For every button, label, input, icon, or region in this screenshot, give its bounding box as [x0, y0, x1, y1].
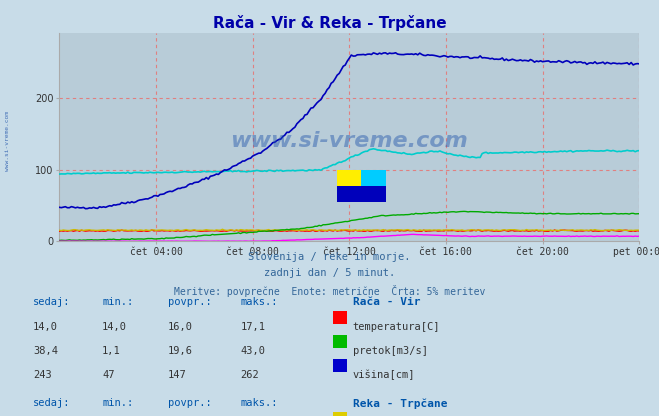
Text: temperatura[C]: temperatura[C] [353, 322, 440, 332]
Bar [337, 186, 386, 202]
Text: 16,0: 16,0 [168, 322, 193, 332]
Text: 14,0: 14,0 [102, 322, 127, 332]
Text: 262: 262 [241, 370, 259, 380]
Text: Slovenija / reke in morje.: Slovenija / reke in morje. [248, 252, 411, 262]
Text: www.si-vreme.com: www.si-vreme.com [5, 111, 11, 171]
Text: povpr.:: povpr.: [168, 398, 212, 408]
Text: 38,4: 38,4 [33, 346, 58, 356]
Text: 14,0: 14,0 [33, 322, 58, 332]
Text: min.:: min.: [102, 398, 133, 408]
Text: zadnji dan / 5 minut.: zadnji dan / 5 minut. [264, 268, 395, 278]
Text: Meritve: povprečne  Enote: metrične  Črta: 5% meritev: Meritve: povprečne Enote: metrične Črta:… [174, 285, 485, 297]
Text: 17,1: 17,1 [241, 322, 266, 332]
Bar [337, 170, 386, 202]
Text: višina[cm]: višina[cm] [353, 370, 415, 380]
Text: Reka - Trpčane: Reka - Trpčane [353, 398, 447, 409]
Text: maks.:: maks.: [241, 297, 278, 307]
Text: 19,6: 19,6 [168, 346, 193, 356]
Text: 147: 147 [168, 370, 186, 380]
Text: 43,0: 43,0 [241, 346, 266, 356]
Text: povpr.:: povpr.: [168, 297, 212, 307]
Text: sedaj:: sedaj: [33, 297, 71, 307]
Text: min.:: min.: [102, 297, 133, 307]
Bar [361, 170, 386, 202]
Text: 47: 47 [102, 370, 115, 380]
Text: pretok[m3/s]: pretok[m3/s] [353, 346, 428, 356]
Text: 1,1: 1,1 [102, 346, 121, 356]
Text: sedaj:: sedaj: [33, 398, 71, 408]
Text: maks.:: maks.: [241, 398, 278, 408]
Text: Rača - Vir & Reka - Trpčane: Rača - Vir & Reka - Trpčane [213, 15, 446, 30]
Text: 243: 243 [33, 370, 51, 380]
Text: Rača - Vir: Rača - Vir [353, 297, 420, 307]
Text: www.si-vreme.com: www.si-vreme.com [231, 131, 468, 151]
